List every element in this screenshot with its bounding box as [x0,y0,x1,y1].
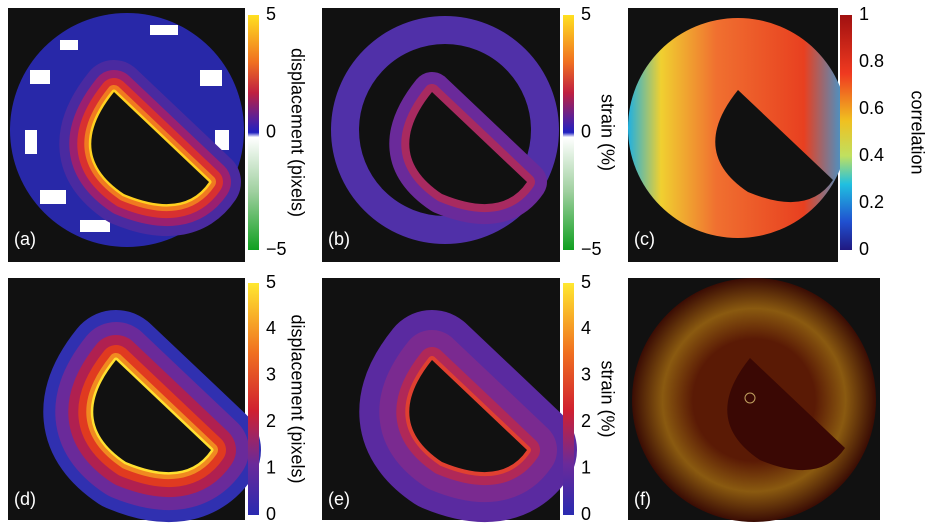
colorbar-tick-label: 0 [266,504,276,523]
colorbar-tick-label: 5 [266,4,276,24]
colorbar-label: displacement (pixels) [287,314,307,483]
colorbar-label: correlation [907,90,927,174]
colorbar-tick-label: 5 [581,272,591,292]
colorbar-label: displacement (pixels) [287,48,307,217]
colorbar-tick-label: 0 [266,121,276,141]
colorbar-tick-label: 5 [266,272,276,292]
colorbar-tick-label: 0 [859,239,869,259]
colorbar-tick-label: −5 [581,239,602,259]
colorbar-tick-label: 0.8 [859,51,884,71]
colorbar-label: strain (%) [597,94,617,171]
panel-label: (c) [634,229,655,249]
colorbar-tick-label: 5 [581,4,591,24]
colorbar-tick-label: 3 [266,365,276,385]
colorbar-tick-label: 1 [581,457,591,477]
colorbar [840,15,852,250]
colorbar-tick-label: 4 [266,318,276,338]
colorbar-tick-label: 2 [581,411,591,431]
colorbar-tick-label: −5 [266,239,287,259]
colorbar-tick-label: 3 [581,365,591,385]
panel-b-image [322,8,560,262]
panel-label: (f) [634,489,651,509]
colorbar-tick-label: 2 [266,411,276,431]
colorbar [563,283,574,515]
colorbar [248,15,259,250]
panel-d-image [8,278,245,520]
colorbar-tick-label: 0.6 [859,98,884,118]
colorbar-tick-label: 0 [581,504,591,523]
colorbar-tick-label: 1 [859,4,869,24]
panel-a-image [8,8,245,262]
figure: (a) 5 0 −5 displacement (pixels) (b) 5 0 −5 strai… [0,0,934,523]
panel-label: (b) [328,229,350,249]
colorbar-tick-label: 0.2 [859,192,884,212]
colorbar-tick-label: 0 [581,121,591,141]
colorbar-tick-label: 1 [266,457,276,477]
panel-label: (e) [328,489,350,509]
colorbar-tick-label: 0.4 [859,145,884,165]
panel-c-image [628,8,848,262]
colorbar-label: strain (%) [597,360,617,437]
panel-label: (d) [14,489,36,509]
colorbar [248,283,259,515]
panel-f-image [628,278,880,522]
panel-label: (a) [14,229,36,249]
panel-e-image [322,278,560,520]
colorbar-tick-label: 4 [581,318,591,338]
colorbar [563,15,574,250]
